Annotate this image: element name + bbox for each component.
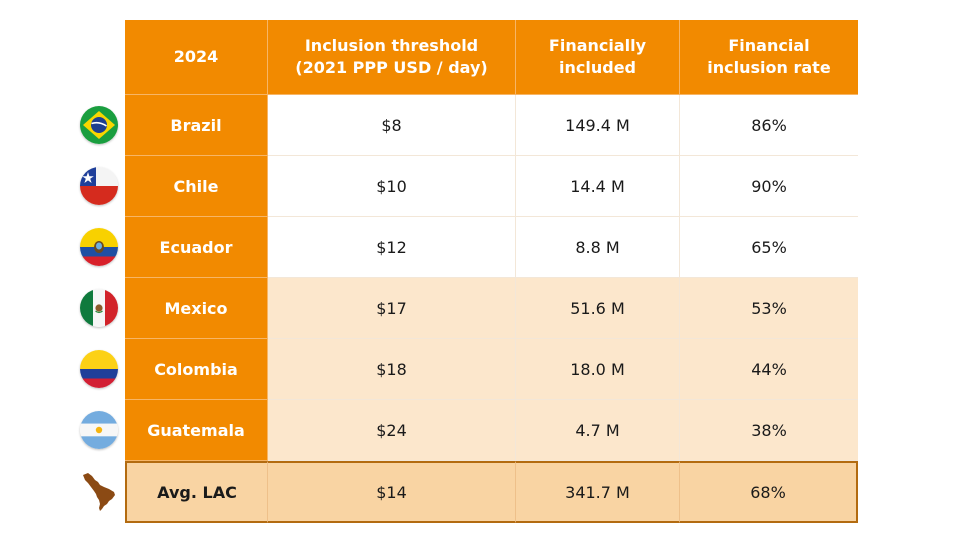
- financial-inclusion-table: 2024 Inclusion threshold (2021 PPP USD /…: [125, 20, 858, 523]
- ecuador-flag-icon: [80, 228, 118, 266]
- average-rate-cell: 68%: [680, 461, 858, 523]
- average-threshold-cell: $14: [268, 461, 516, 523]
- mexico-flag-icon: [80, 289, 118, 327]
- average-row: Avg. LAC $14 341.7 M 68%: [125, 461, 858, 523]
- rate-cell: 38%: [680, 400, 858, 461]
- threshold-cell: $18: [268, 339, 516, 400]
- included-cell: 8.8 M: [516, 217, 680, 278]
- rate-cell: 86%: [680, 95, 858, 156]
- header-threshold: Inclusion threshold (2021 PPP USD / day): [268, 20, 516, 95]
- rate-cell: 90%: [680, 156, 858, 217]
- latin-america-map-icon: [82, 472, 118, 516]
- threshold-cell: $17: [268, 278, 516, 339]
- rate-cell: 65%: [680, 217, 858, 278]
- rate-cell: 53%: [680, 278, 858, 339]
- table-row: Brazil $8 149.4 M 86%: [125, 95, 858, 156]
- table-row: Guatemala $24 4.7 M 38%: [125, 400, 858, 461]
- header-included: Financially included: [516, 20, 680, 95]
- threshold-cell: $12: [268, 217, 516, 278]
- included-cell: 4.7 M: [516, 400, 680, 461]
- threshold-cell: $8: [268, 95, 516, 156]
- table-row: Mexico $17 51.6 M 53%: [125, 278, 858, 339]
- header-row: 2024 Inclusion threshold (2021 PPP USD /…: [125, 20, 858, 95]
- country-cell: Mexico: [125, 278, 268, 339]
- country-cell: Brazil: [125, 95, 268, 156]
- header-rate: Financial inclusion rate: [680, 20, 858, 95]
- included-cell: 149.4 M: [516, 95, 680, 156]
- header-year: 2024: [125, 20, 268, 95]
- country-cell: Chile: [125, 156, 268, 217]
- average-label-cell: Avg. LAC: [125, 461, 268, 523]
- country-cell: Guatemala: [125, 400, 268, 461]
- threshold-cell: $24: [268, 400, 516, 461]
- table-row: Ecuador $12 8.8 M 65%: [125, 217, 858, 278]
- chile-flag-icon: [80, 167, 118, 205]
- rate-cell: 44%: [680, 339, 858, 400]
- argentina-flag-icon: [80, 411, 118, 449]
- table-row: Colombia $18 18.0 M 44%: [125, 339, 858, 400]
- table-row: Chile $10 14.4 M 90%: [125, 156, 858, 217]
- included-cell: 18.0 M: [516, 339, 680, 400]
- colombia-flag-icon: [80, 350, 118, 388]
- average-included-cell: 341.7 M: [516, 461, 680, 523]
- country-cell: Colombia: [125, 339, 268, 400]
- threshold-cell: $10: [268, 156, 516, 217]
- brazil-flag-icon: [80, 106, 118, 144]
- included-cell: 51.6 M: [516, 278, 680, 339]
- country-cell: Ecuador: [125, 217, 268, 278]
- included-cell: 14.4 M: [516, 156, 680, 217]
